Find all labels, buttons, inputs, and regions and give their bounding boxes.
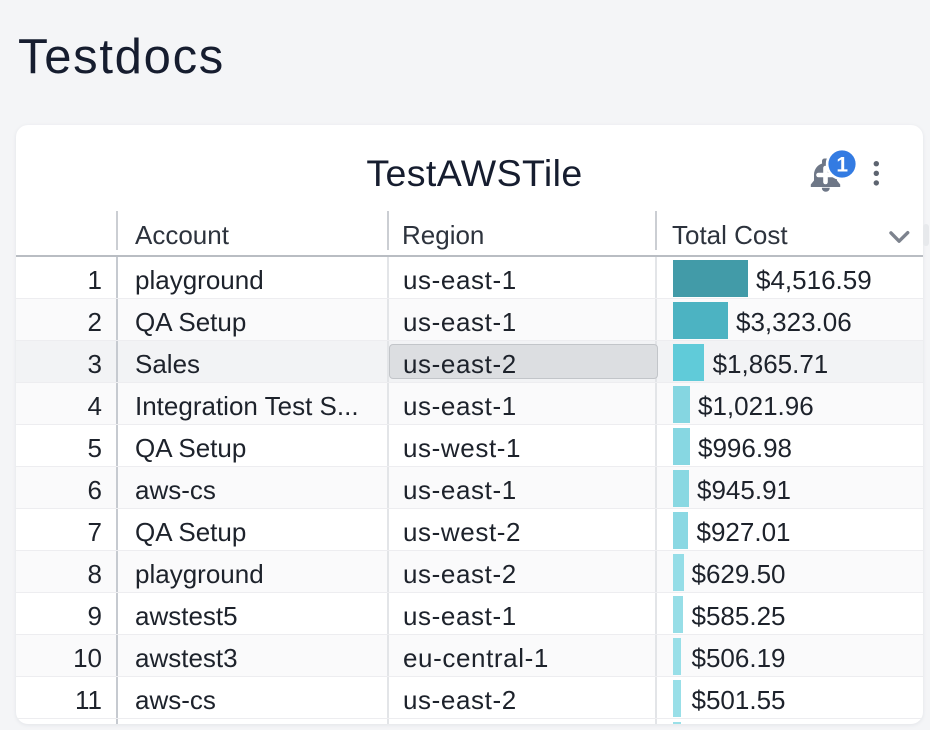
svg-text:1: 1 bbox=[836, 153, 848, 176]
